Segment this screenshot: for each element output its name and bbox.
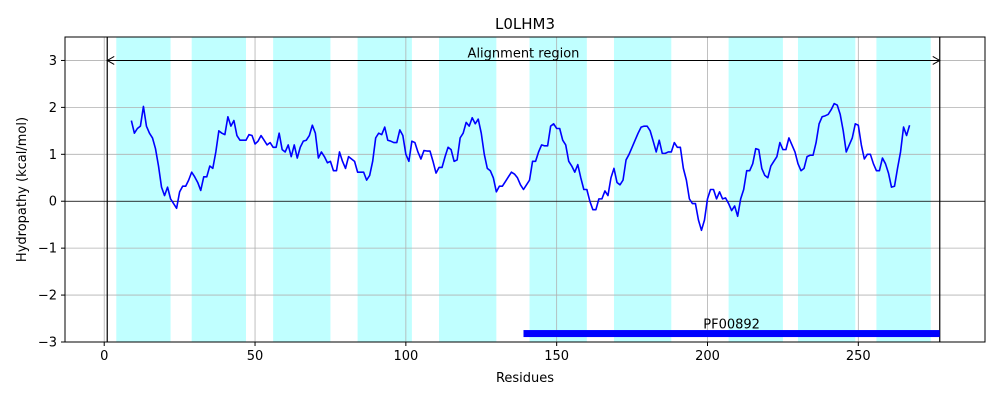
plot-data <box>65 37 985 342</box>
chart-title: L0LHM3 <box>495 15 555 33</box>
x-tick-label-150: 150 <box>544 349 569 364</box>
y-tick-label-2: 2 <box>49 101 57 116</box>
shaded-region-8 <box>728 37 783 342</box>
y-tick-label--2: −2 <box>38 289 57 304</box>
y-tick-label--1: −1 <box>38 242 57 257</box>
shaded-region-5 <box>439 37 497 342</box>
domain-bar <box>523 330 940 338</box>
shaded-region-7 <box>613 37 672 342</box>
shaded-region-3 <box>273 37 331 342</box>
y-tick-label-3: 3 <box>49 54 57 69</box>
alignment-region-label: Alignment region <box>468 46 580 61</box>
y-tick-label--3: −3 <box>38 336 57 351</box>
alignment-arrow-right-head <box>932 56 941 65</box>
shaded-regions <box>116 37 931 342</box>
y-tick-label-1: 1 <box>49 148 57 163</box>
x-tick-label-250: 250 <box>846 349 871 364</box>
x-tick-label-50: 50 <box>247 349 264 364</box>
shaded-region-10 <box>876 37 931 342</box>
y-axis-label: Hydropathy (kcal/mol) <box>15 117 30 262</box>
axis-ticks: 0 50 100 150 200 250 −3 −2 −1 0 1 2 3 <box>38 54 871 364</box>
x-axis-label: Residues <box>496 371 554 386</box>
hydropathy-line-1 <box>130 102 911 232</box>
x-tick-label-200: 200 <box>695 349 720 364</box>
alignment-arrow-left-head <box>106 56 115 65</box>
shaded-region-4 <box>357 37 412 342</box>
plot-frame <box>64 36 986 343</box>
shaded-region-9 <box>797 37 856 342</box>
domain-bar-label: PF00892 <box>703 318 760 333</box>
x-tick-label-0: 0 <box>100 349 108 364</box>
y-tick-label-0: 0 <box>49 195 57 210</box>
shaded-region-6 <box>529 37 587 342</box>
x-tick-label-100: 100 <box>393 349 418 364</box>
